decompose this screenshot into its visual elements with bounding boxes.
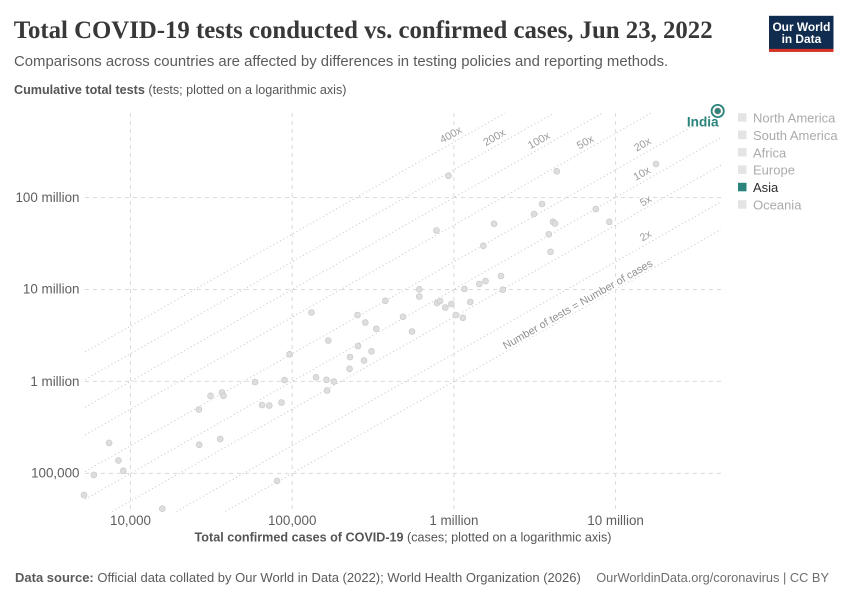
svg-text:Our World: Our World — [772, 20, 830, 34]
svg-text:100,000: 100,000 — [31, 466, 79, 481]
svg-text:Europe: Europe — [753, 163, 795, 178]
svg-text:Number of tests = Number of ca: Number of tests = Number of cases — [501, 257, 655, 352]
svg-text:Cumulative total tests (tests;: Cumulative total tests (tests; plotted o… — [14, 83, 346, 97]
svg-text:100x: 100x — [526, 130, 553, 152]
svg-text:10x: 10x — [631, 164, 653, 183]
svg-text:Data source: Official data col: Data source: Official data collated by O… — [15, 570, 581, 585]
svg-text:South America: South America — [753, 128, 838, 143]
svg-text:100 million: 100 million — [15, 190, 79, 205]
svg-text:Asia: Asia — [753, 180, 779, 195]
svg-text:10 million: 10 million — [23, 282, 80, 297]
svg-text:10 million: 10 million — [587, 513, 644, 528]
svg-text:5x: 5x — [638, 193, 654, 209]
svg-text:Oceania: Oceania — [753, 198, 802, 213]
svg-text:2x: 2x — [638, 228, 654, 244]
svg-text:50x: 50x — [575, 133, 597, 152]
svg-text:20x: 20x — [632, 135, 654, 154]
svg-text:400x: 400x — [438, 124, 465, 146]
svg-text:Total confirmed cases of COVID: Total confirmed cases of COVID-19 (cases… — [195, 531, 612, 545]
svg-text:Africa: Africa — [753, 145, 787, 160]
svg-text:1 million: 1 million — [30, 374, 79, 389]
svg-text:North America: North America — [753, 111, 836, 126]
svg-text:in Data: in Data — [782, 32, 822, 46]
svg-text:India: India — [687, 115, 719, 130]
svg-text:10,000: 10,000 — [110, 513, 151, 528]
svg-text:Comparisons across countries a: Comparisons across countries are affecte… — [14, 54, 668, 70]
svg-text:1 million: 1 million — [429, 513, 478, 528]
svg-text:100,000: 100,000 — [268, 513, 316, 528]
svg-text:Total COVID-19 tests conducted: Total COVID-19 tests conducted vs. confi… — [14, 17, 713, 44]
svg-text:OurWorldinData.org/coronavirus: OurWorldinData.org/coronavirus | CC BY — [596, 570, 829, 585]
svg-text:200x: 200x — [481, 127, 508, 149]
